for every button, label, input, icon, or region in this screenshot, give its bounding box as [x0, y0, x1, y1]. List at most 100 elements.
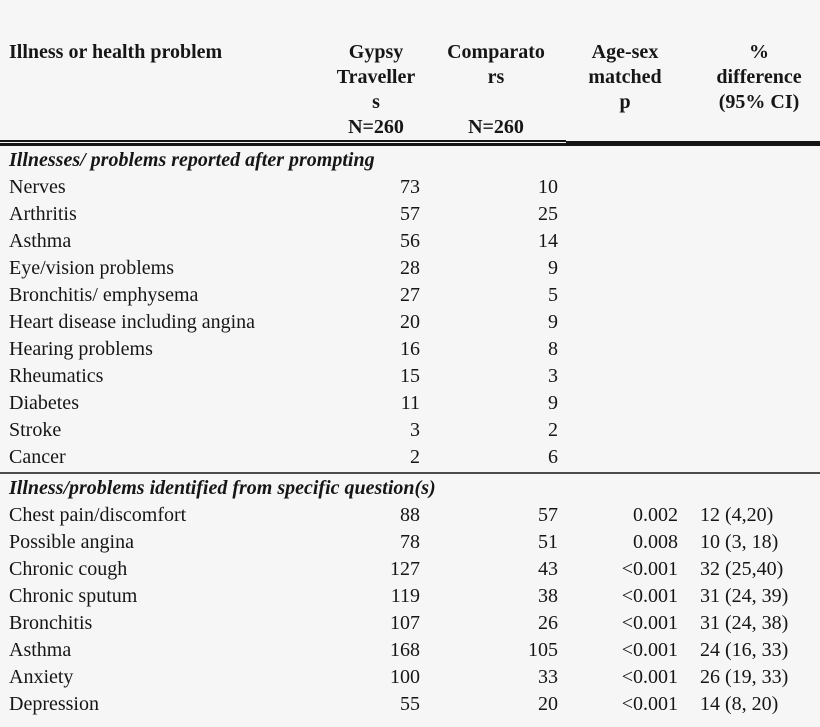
- illness-cell: Bronchitis: [9, 612, 93, 634]
- header-line: (95% CI): [718, 91, 800, 113]
- header-line: matched: [588, 66, 662, 88]
- difference-cell: 24 (16, 33): [700, 639, 789, 661]
- table-row: Rheumatics 15 3: [0, 363, 820, 390]
- difference-cell: [684, 201, 820, 228]
- comparators-count-cell: 25: [538, 203, 558, 225]
- difference-cell: [684, 255, 820, 282]
- header-line: N=260: [468, 116, 524, 138]
- col-header-comparators: Comparato rs N=260: [426, 40, 566, 140]
- illness-cell: Chest pain/discomfort: [9, 504, 187, 526]
- double-rule-left: [0, 140, 566, 146]
- header-line: Illness or health problem: [9, 41, 223, 63]
- difference-cell: 10 (3, 18): [700, 531, 779, 553]
- header-row: Illness or health problem Gypsy Travelle…: [0, 40, 820, 140]
- travellers-count-cell: 11: [400, 392, 420, 414]
- p-value-cell: <0.001: [621, 693, 678, 715]
- p-value-cell: [566, 444, 684, 471]
- table-row: Stroke 3 2: [0, 417, 820, 444]
- p-value-cell: [566, 363, 684, 390]
- illness-cell: Heart disease including angina: [9, 311, 256, 333]
- illness-cell: Eye/vision problems: [9, 257, 174, 279]
- header-line: difference: [716, 66, 802, 88]
- table-row: Depression 55 20 <0.001 14 (8, 20): [0, 691, 820, 718]
- p-value-cell: 0.002: [633, 504, 678, 526]
- header-line: Comparato: [447, 41, 545, 63]
- p-value-cell: [566, 417, 684, 444]
- travellers-count-cell: 168: [390, 639, 420, 661]
- illness-cell: Arthritis: [9, 203, 77, 225]
- comparators-count-cell: 105: [528, 639, 558, 661]
- table-row: Eye/vision problems 28 9: [0, 255, 820, 282]
- comparators-count-cell: 20: [538, 693, 558, 715]
- difference-cell: [684, 309, 820, 336]
- p-value-cell: [566, 282, 684, 309]
- header-line: p: [619, 91, 631, 113]
- comparators-count-cell: 10: [538, 176, 558, 198]
- header-divider-cell: [0, 140, 820, 147]
- comparators-count-cell: 5: [548, 284, 558, 306]
- comparators-count-cell: 9: [548, 311, 558, 333]
- travellers-count-cell: 20: [400, 311, 420, 333]
- travellers-count-cell: 2: [410, 446, 420, 468]
- comparators-count-cell: 9: [548, 257, 558, 279]
- illness-cell: Anxiety: [9, 666, 74, 688]
- table-row: Arthritis 57 25: [0, 201, 820, 228]
- section-divider-cell: [0, 471, 820, 475]
- difference-cell: 14 (8, 20): [700, 693, 779, 715]
- table-row: Nerves 73 10: [0, 174, 820, 201]
- double-rule: [0, 140, 820, 147]
- p-value-cell: [566, 174, 684, 201]
- difference-cell: 12 (4,20): [700, 504, 774, 526]
- table-row: Cancer 2 6: [0, 444, 820, 471]
- p-value-cell: [566, 228, 684, 255]
- table-row: Chronic sputum 119 38 <0.001 31 (24, 39): [0, 583, 820, 610]
- p-value-cell: <0.001: [621, 639, 678, 661]
- p-value-cell: [566, 309, 684, 336]
- comparators-count-cell: 2: [548, 419, 558, 441]
- difference-cell: [684, 228, 820, 255]
- travellers-count-cell: 15: [400, 365, 420, 387]
- difference-cell: [684, 174, 820, 201]
- header-line: Age-sex: [591, 41, 659, 63]
- section-divider-row: [0, 471, 820, 475]
- travellers-count-cell: 56: [400, 230, 420, 252]
- difference-cell: [684, 417, 820, 444]
- results-table: Illness or health problem Gypsy Travelle…: [0, 40, 820, 718]
- comparators-count-cell: 9: [548, 392, 558, 414]
- col-header-travellers: Gypsy Traveller s N=260: [326, 40, 426, 140]
- travellers-count-cell: 16: [400, 338, 420, 360]
- difference-cell: [684, 336, 820, 363]
- travellers-count-cell: 100: [390, 666, 420, 688]
- travellers-count-cell: 55: [400, 693, 420, 715]
- travellers-count-cell: 3: [410, 419, 420, 441]
- col-header-difference: % difference (95% CI): [684, 40, 820, 140]
- table-row: Possible angina 78 51 0.008 10 (3, 18): [0, 529, 820, 556]
- p-value-cell: <0.001: [621, 558, 678, 580]
- comparators-count-cell: 14: [538, 230, 558, 252]
- travellers-count-cell: 78: [400, 531, 420, 553]
- difference-cell: [684, 444, 820, 471]
- difference-cell: [684, 390, 820, 417]
- comparators-count-cell: 51: [538, 531, 558, 553]
- difference-cell: 26 (19, 33): [700, 666, 789, 688]
- col-header-p-value: Age-sex matched p: [566, 40, 684, 140]
- illness-cell: Depression: [9, 693, 99, 715]
- header-line: N=260: [348, 116, 404, 138]
- p-value-cell: <0.001: [621, 666, 678, 688]
- difference-cell: 31 (24, 38): [700, 612, 789, 634]
- comparators-count-cell: 57: [538, 504, 558, 526]
- illness-cell: Cancer: [9, 446, 66, 468]
- travellers-count-cell: 127: [390, 558, 420, 580]
- p-value-cell: <0.001: [621, 585, 678, 607]
- travellers-count-cell: 73: [400, 176, 420, 198]
- difference-cell: 31 (24, 39): [700, 585, 789, 607]
- illness-cell: Bronchitis/ emphysema: [9, 284, 199, 306]
- p-value-cell: [566, 255, 684, 282]
- col-header-illness: Illness or health problem: [0, 40, 326, 140]
- table-row: Hearing problems 16 8: [0, 336, 820, 363]
- difference-cell: 32 (25,40): [700, 558, 784, 580]
- p-value-cell: 0.008: [633, 531, 678, 553]
- travellers-count-cell: 119: [390, 585, 420, 607]
- comparators-count-cell: 43: [538, 558, 558, 580]
- table-row: Asthma 168 105 <0.001 24 (16, 33): [0, 637, 820, 664]
